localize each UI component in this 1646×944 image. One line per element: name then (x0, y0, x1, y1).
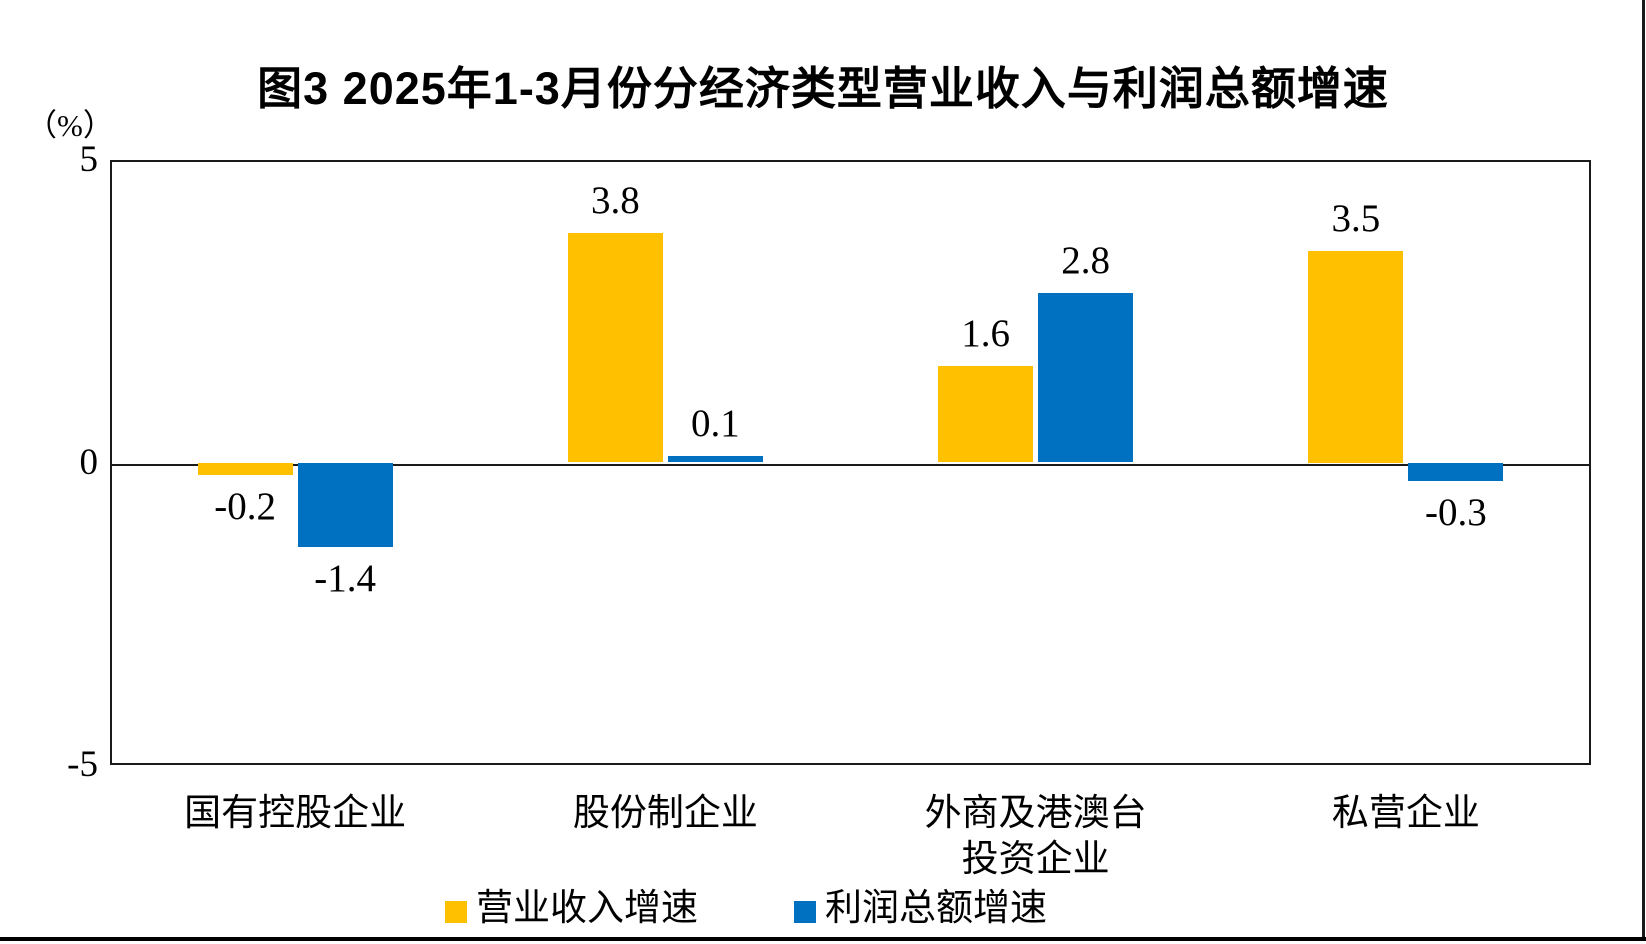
page-right-border (1642, 0, 1645, 941)
bar-利润总额增速-股份制企业 (667, 456, 763, 463)
legend-label: 营业收入增速 (476, 888, 698, 929)
bar-value-label: 0.1 (691, 402, 740, 446)
legend-label: 利润总额增速 (825, 888, 1047, 929)
bar-value-label: -0.3 (1425, 490, 1487, 534)
bar-value-label: -0.2 (214, 484, 276, 528)
legend-swatch-icon (794, 901, 816, 923)
bar-营业收入增速-股份制企业 (567, 232, 663, 463)
legend-item: 利润总额增速 (794, 889, 1047, 929)
y-axis-unit-label: （%） (26, 108, 114, 143)
page-bottom-border (0, 937, 1646, 941)
y-tick-label: 5 (79, 139, 99, 180)
chart-title: 图3 2025年1-3月份分经济类型营业收入与利润总额增速 (257, 63, 1389, 114)
bar-value-label: 1.6 (961, 311, 1010, 355)
bar-利润总额增速-外商及港澳台投资企业 (1038, 293, 1134, 463)
bar-value-label: 3.8 (591, 178, 640, 222)
legend-item: 营业收入增速 (445, 889, 698, 929)
bar-value-label: 2.8 (1061, 239, 1110, 283)
legend: 营业收入增速 利润总额增速 (445, 889, 1047, 929)
category-label: 国有控股企业 (184, 793, 407, 834)
category-label: 私营企业 (1331, 793, 1480, 834)
bar-利润总额增速-私营企业 (1408, 462, 1504, 481)
zero-axis-line (112, 463, 1589, 466)
bar-value-label: -1.4 (314, 557, 376, 601)
bar-营业收入增速-私营企业 (1308, 250, 1404, 463)
bar-营业收入增速-外商及港澳台投资企业 (938, 365, 1034, 463)
bar-营业收入增速-国有控股企业 (197, 462, 293, 475)
category-label: 外商及港澳台 投资企业 (924, 793, 1147, 880)
y-tick-label: 0 (79, 441, 99, 483)
bar-利润总额增速-国有控股企业 (297, 462, 393, 548)
category-label: 股份制企业 (572, 793, 758, 834)
y-tick-label: -5 (67, 744, 98, 785)
bar-value-label: 3.5 (1331, 196, 1381, 240)
legend-swatch-icon (445, 901, 467, 923)
